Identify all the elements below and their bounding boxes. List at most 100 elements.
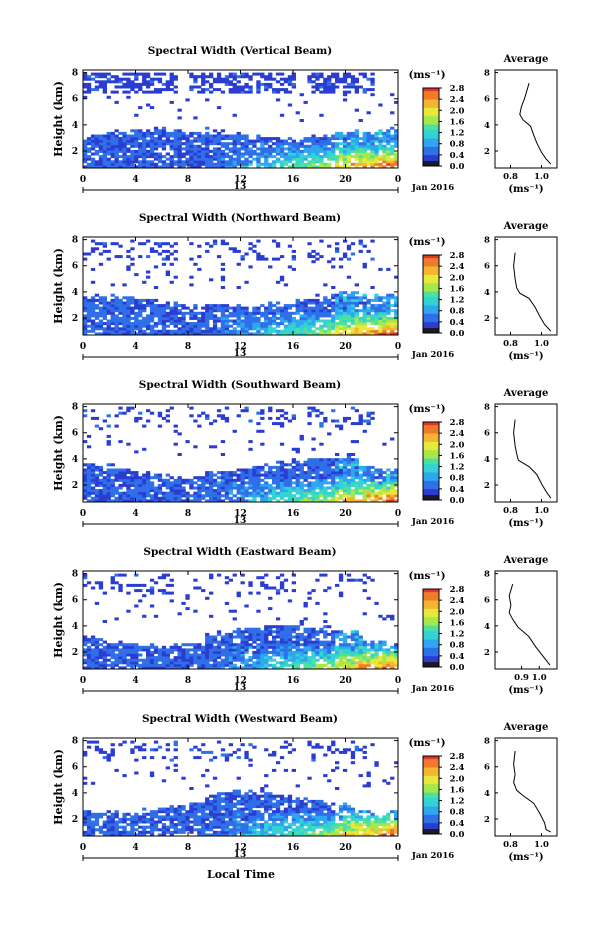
heatmap-cell xyxy=(173,144,178,148)
heatmap-cell xyxy=(315,465,320,469)
heatmap-cell xyxy=(264,656,269,660)
heatmap-cell xyxy=(86,658,92,662)
heatmap-cell xyxy=(83,147,88,151)
heatmap-cell xyxy=(216,72,222,76)
heatmap-cell xyxy=(346,471,352,475)
heatmap-cell xyxy=(185,648,190,652)
heatmap-cell xyxy=(390,157,395,161)
heatmap-cell xyxy=(307,661,312,665)
heatmap-cell xyxy=(283,471,289,475)
heatmap-cell xyxy=(338,643,344,647)
heatmap-cell xyxy=(90,329,96,333)
heatmap-cell xyxy=(279,162,285,166)
heatmap-cell xyxy=(236,306,241,310)
heatmap-cell xyxy=(275,640,281,644)
heatmap-cell xyxy=(307,329,312,333)
heatmap-cell xyxy=(342,476,348,480)
heatmap-cell xyxy=(149,591,155,595)
heatmap-cell xyxy=(386,653,391,657)
heatmap-cell xyxy=(295,301,300,305)
heatmap-cell xyxy=(102,149,107,153)
heatmap-cell xyxy=(342,481,348,485)
heatmap-cell xyxy=(386,478,391,482)
heatmap-cell xyxy=(161,573,167,577)
heatmap-cell xyxy=(272,478,277,482)
heatmap-cell xyxy=(185,149,190,153)
heatmap-cell xyxy=(205,494,210,498)
heatmap-cell xyxy=(311,298,316,302)
heatmap-cell xyxy=(193,306,198,310)
heatmap-cell xyxy=(106,440,111,444)
colorbar-step xyxy=(423,307,439,311)
heatmap-cell xyxy=(189,332,194,336)
heatmap-cell xyxy=(146,255,151,259)
heatmap-cell xyxy=(264,625,269,629)
heatmap-cell xyxy=(118,406,123,410)
heatmap-cell xyxy=(193,139,198,143)
heatmap-cell xyxy=(98,748,104,752)
heatmap-cell xyxy=(216,643,222,647)
heatmap-cell xyxy=(122,157,127,161)
heatmap-cell xyxy=(110,656,115,660)
heatmap-cell xyxy=(165,273,170,277)
heatmap-cell xyxy=(201,656,206,660)
x-tick-label: 12 xyxy=(234,342,247,352)
heatmap-cell xyxy=(224,656,230,660)
heatmap-cell xyxy=(138,131,143,135)
heatmap-cell xyxy=(327,155,332,159)
heatmap-cell xyxy=(165,573,170,577)
heatmap-cell xyxy=(134,149,139,153)
heatmap-cell xyxy=(169,319,174,323)
heatmap-cell xyxy=(157,142,163,146)
colorbar-step xyxy=(423,430,439,434)
heatmap-cell xyxy=(366,411,371,415)
heatmap-cell xyxy=(197,332,202,336)
heatmap-cell xyxy=(394,139,399,143)
heatmap-cell xyxy=(350,82,356,86)
heatmap-cell xyxy=(122,139,127,143)
heatmap-cell xyxy=(224,80,230,84)
heatmap-cell xyxy=(86,830,92,834)
heatmap-cell xyxy=(252,249,257,253)
heatmap-cell xyxy=(232,494,237,498)
heatmap-cell xyxy=(287,658,293,662)
heatmap-cell xyxy=(283,643,289,647)
heatmap-cell xyxy=(98,812,104,816)
heatmap-cell xyxy=(342,75,348,79)
heatmap-cell xyxy=(130,316,135,320)
heatmap-cell xyxy=(303,627,308,631)
heatmap-cell xyxy=(83,165,88,169)
heatmap-cell xyxy=(370,465,375,469)
heatmap-cell xyxy=(283,627,289,631)
heatmap-cell xyxy=(350,658,356,662)
heatmap-cell xyxy=(374,155,379,159)
heatmap-cell xyxy=(134,311,139,315)
colorbar-step xyxy=(423,310,439,314)
heatmap-cell xyxy=(362,666,367,670)
heatmap-cell xyxy=(362,165,367,169)
heatmap-cell xyxy=(240,581,245,585)
heatmap-cell xyxy=(228,650,233,654)
heatmap-cell xyxy=(315,304,320,308)
heatmap-cell xyxy=(228,157,233,161)
heatmap-cell xyxy=(205,499,210,503)
heatmap-cell xyxy=(240,309,245,313)
heatmap-cell xyxy=(189,327,194,331)
heatmap-cell xyxy=(272,663,277,667)
heatmap-cell xyxy=(394,311,399,315)
heatmap-cell xyxy=(382,476,387,480)
heatmap-cell xyxy=(268,489,273,493)
y-axis-label: Height (km) xyxy=(52,582,65,658)
heatmap-cell xyxy=(220,661,226,665)
heatmap-cell xyxy=(338,155,344,159)
heatmap-cell xyxy=(287,324,293,328)
heatmap-cell xyxy=(83,583,88,587)
heatmap-cell xyxy=(177,478,182,482)
heatmap-cell xyxy=(130,648,135,652)
heatmap-cell xyxy=(315,643,320,647)
heatmap-cell xyxy=(370,162,375,166)
heatmap-cell xyxy=(142,329,147,333)
heatmap-cell xyxy=(228,486,233,490)
heatmap-cell xyxy=(275,499,281,503)
heatmap-cell xyxy=(354,152,359,156)
